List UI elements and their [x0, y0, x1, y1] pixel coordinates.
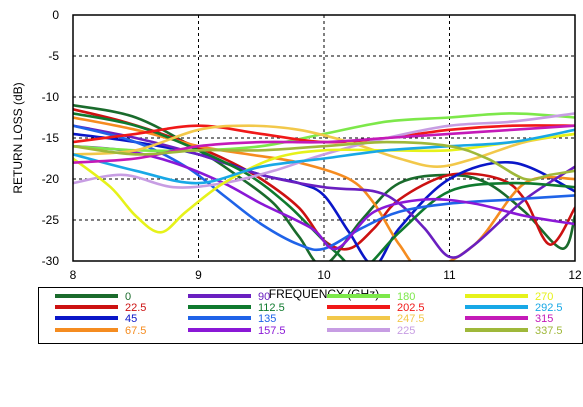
legend-label-315: 315: [535, 313, 553, 325]
series-line-135: [73, 124, 575, 252]
x-tick-label: 10: [317, 268, 331, 282]
legend-label-157-5: 157.5: [258, 325, 286, 337]
x-tick-label: 9: [195, 268, 202, 282]
y-axis-label: RETURN LOSS (dB): [11, 82, 25, 193]
legend-label-292-5: 292.5: [535, 302, 563, 314]
x-tick-label: 8: [70, 268, 77, 282]
legend-label-135: 135: [258, 313, 276, 325]
legend-label-45: 45: [125, 313, 137, 325]
legend-label-67-5: 67.5: [125, 325, 146, 337]
series-line-157-5: [73, 144, 575, 251]
y-tick-label: -30: [42, 254, 60, 268]
series-line-315: [73, 124, 575, 164]
legend-label-90: 90: [258, 291, 270, 303]
tick-labels: 0 -5 -10 -15 -20 -25 -30 8 9 10 11 12: [42, 8, 582, 282]
y-tick-label: 0: [52, 8, 59, 22]
y-tick-label: -20: [42, 172, 60, 186]
series-lines: [73, 103, 575, 261]
legend-label-202-5: 202.5: [397, 302, 425, 314]
series-line-180: [73, 112, 575, 153]
y-tick-label: -15: [42, 131, 60, 145]
legend-label-270: 270: [535, 291, 553, 303]
y-tick-label: -10: [42, 90, 60, 104]
legend-label-22-5: 22.5: [125, 302, 146, 314]
grid: [73, 15, 575, 261]
series-line-90: [73, 124, 575, 259]
x-tick-label: 12: [568, 268, 582, 282]
series-line-247-5: [73, 124, 575, 168]
legend: 022.54567.590112.5135157.5180202.5247.52…: [55, 291, 563, 337]
legend-label-337-5: 337.5: [535, 325, 563, 337]
plot-frame: [72, 14, 576, 262]
legend-label-180: 180: [397, 291, 415, 303]
series-line-292-5: [73, 128, 575, 185]
legend-label-225: 225: [397, 325, 415, 337]
legend-frame: [38, 287, 583, 344]
y-tick-label: -5: [48, 49, 59, 63]
legend-label-247-5: 247.5: [397, 313, 425, 325]
y-tick-label: -25: [42, 213, 60, 227]
series-line-337-5: [73, 140, 575, 182]
legend-label-0: 0: [125, 291, 131, 303]
legend-label-112-5: 112.5: [258, 302, 285, 314]
x-tick-label: 11: [443, 268, 456, 282]
